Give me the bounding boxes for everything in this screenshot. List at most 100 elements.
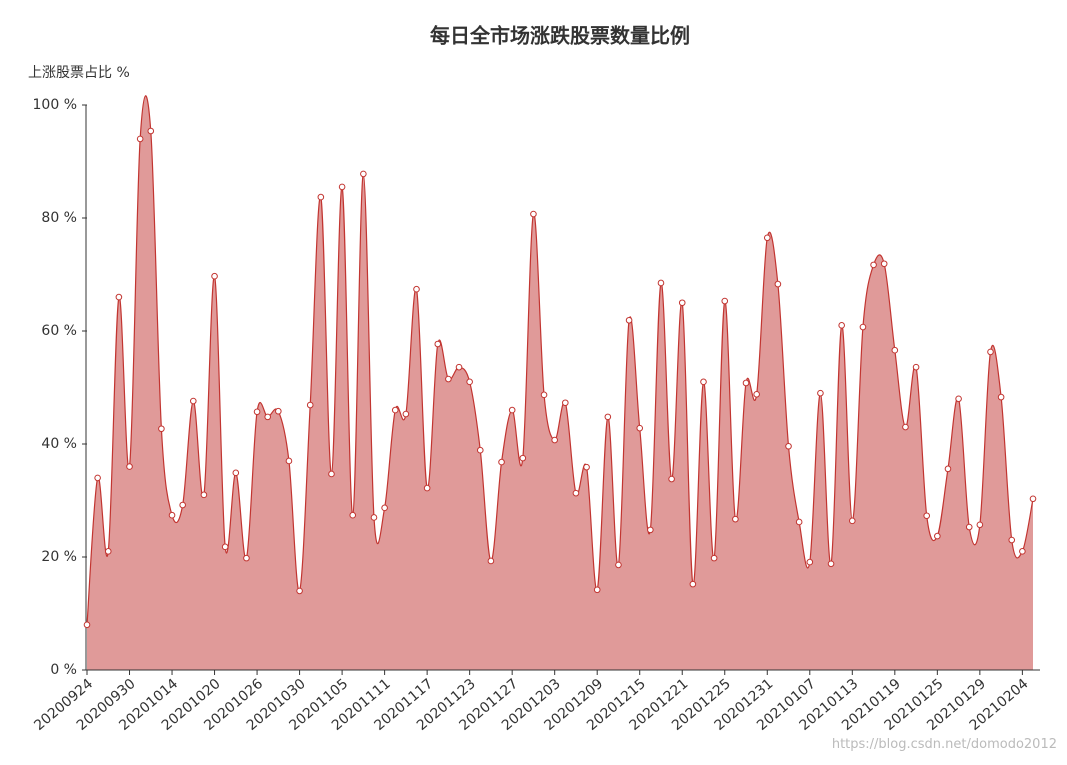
data-point xyxy=(158,425,165,433)
data-point xyxy=(476,446,484,454)
data-point xyxy=(83,621,91,629)
data-point xyxy=(551,436,558,444)
data-point xyxy=(466,378,473,386)
data-point xyxy=(200,491,208,499)
data-point xyxy=(402,410,410,418)
data-point xyxy=(413,285,420,293)
data-point xyxy=(700,378,707,386)
data-point xyxy=(94,474,101,482)
data-point xyxy=(562,399,569,407)
data-point xyxy=(338,183,346,191)
data-point xyxy=(275,407,282,415)
data-point xyxy=(615,561,622,569)
data-point xyxy=(774,280,782,288)
data-point xyxy=(902,423,909,431)
data-point xyxy=(827,560,835,568)
data-point xyxy=(636,424,644,432)
data-point xyxy=(317,193,325,201)
data-point xyxy=(328,470,335,478)
data-point xyxy=(923,512,931,520)
data-point xyxy=(370,514,378,521)
data-point xyxy=(795,518,803,526)
y-axis-label: 上涨股票占比 % xyxy=(28,65,130,81)
data-point xyxy=(955,395,962,403)
y-tick-label: 80 % xyxy=(41,210,77,226)
data-point xyxy=(487,557,495,565)
line xyxy=(86,95,1034,625)
data-point xyxy=(721,297,729,305)
data-point xyxy=(817,389,824,397)
y-tick-label: 20 % xyxy=(41,549,77,565)
data-point xyxy=(838,322,845,329)
data-point xyxy=(115,293,123,301)
data-point xyxy=(221,543,229,551)
data-point xyxy=(508,406,516,414)
data-point xyxy=(944,465,952,473)
data-point xyxy=(785,442,792,450)
data-point xyxy=(434,340,442,348)
data-point xyxy=(253,408,261,416)
data-point xyxy=(189,397,197,405)
data-point xyxy=(976,521,984,529)
data-point xyxy=(211,272,218,280)
data-point xyxy=(657,279,665,287)
data-point xyxy=(455,363,463,371)
data-point xyxy=(934,532,941,540)
data-point xyxy=(232,469,240,477)
data-point xyxy=(381,504,388,512)
data-point xyxy=(423,484,431,492)
y-tick-label: 40 % xyxy=(41,436,77,452)
data-point xyxy=(678,299,686,307)
data-point xyxy=(753,390,760,398)
data-point xyxy=(965,523,973,531)
data-point xyxy=(859,323,867,331)
area xyxy=(87,95,1033,671)
data-point xyxy=(572,489,580,497)
watermark: https://blog.csdn.net/domodo2012 xyxy=(832,737,1057,752)
data-point xyxy=(849,517,856,525)
chart-title: 每日全市场涨跌股票数量比例 xyxy=(430,24,690,48)
y-tick-label: 0 % xyxy=(50,662,77,678)
data-point xyxy=(732,515,739,523)
data-point xyxy=(306,401,314,409)
data-point xyxy=(710,554,718,562)
data-point xyxy=(763,234,771,242)
data-point xyxy=(1029,495,1037,503)
data-point xyxy=(264,413,271,421)
data-point xyxy=(583,463,590,471)
data-point xyxy=(742,379,750,387)
y-tick-label: 100 % xyxy=(33,97,77,113)
data-point xyxy=(870,261,877,269)
data-point xyxy=(806,558,814,566)
data-point xyxy=(912,363,920,371)
data-point xyxy=(689,580,697,588)
data-point xyxy=(349,511,357,519)
data-point xyxy=(285,457,293,465)
data-point xyxy=(1019,548,1026,555)
y-tick-label: 60 % xyxy=(41,323,77,339)
data-point xyxy=(540,391,548,399)
data-point xyxy=(625,316,633,324)
data-point xyxy=(604,413,612,421)
data-point xyxy=(104,548,112,555)
data-point xyxy=(1008,536,1016,544)
data-point xyxy=(136,135,144,143)
data-point xyxy=(296,587,303,595)
data-point xyxy=(360,170,367,178)
data-point xyxy=(593,586,601,594)
data-point xyxy=(519,454,527,462)
data-point xyxy=(498,458,505,466)
data-point xyxy=(168,511,176,519)
data-point xyxy=(147,127,155,135)
data-point xyxy=(530,210,537,218)
data-point xyxy=(880,260,888,268)
data-point xyxy=(445,375,452,383)
data-point xyxy=(126,463,133,470)
data-point xyxy=(987,348,994,356)
data-point xyxy=(891,346,899,354)
data-point xyxy=(997,393,1005,401)
data-point xyxy=(243,554,250,562)
data-point xyxy=(647,526,654,534)
data-point xyxy=(179,501,186,509)
